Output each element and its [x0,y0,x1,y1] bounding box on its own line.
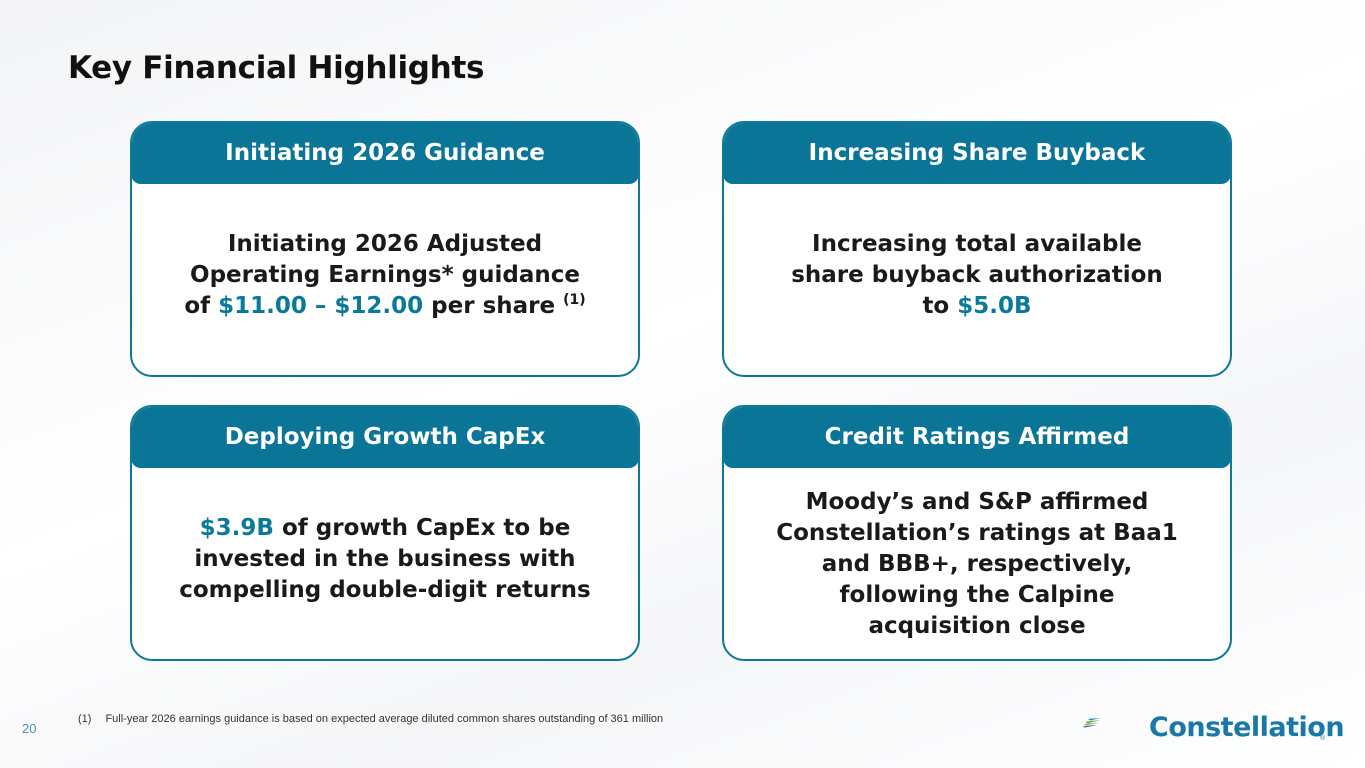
card-credit-ratings: Credit Ratings Affirmed Moody’s and S&P … [722,405,1232,661]
body-text: to [922,292,958,319]
page-title: Key Financial Highlights [68,50,485,86]
constellation-logo-icon [1082,718,1101,728]
body-line: following the Calpine [839,581,1115,608]
card-buyback: Increasing Share Buyback Increasing tota… [722,121,1232,377]
logo-wordmark: Constellation [1149,712,1345,743]
body-line: Initiating 2026 Adjusted [227,230,543,257]
highlight-value: $11.00 – $12.00 [218,292,424,319]
body-text: per share [423,292,564,319]
footnote-ref: (1) [563,291,586,308]
body-line: invested in the business with [194,545,576,572]
card-capex: Deploying Growth CapEx $3.9B of growth C… [130,405,640,661]
card-header: Initiating 2026 Guidance [132,123,638,184]
highlight-value: $3.9B [199,514,274,541]
footnote-text: Full-year 2026 earnings guidance is base… [105,713,664,725]
card-body: Increasing total available share buyback… [724,185,1230,375]
body-line: Increasing total available [812,230,1142,257]
body-line: compelling double-digit returns [179,576,591,603]
card-body: Initiating 2026 Adjusted Operating Earni… [132,185,638,375]
body-line: Moody’s and S&P affirmed [805,488,1149,515]
body-text: of [184,292,219,319]
body-line: share buyback authorization [791,261,1163,288]
footnote: (1) Full-year 2026 earnings guidance is b… [78,713,663,725]
card-body: Moody’s and S&P affirmed Constellation’s… [724,469,1230,659]
body-line: Operating Earnings* guidance [190,261,580,288]
card-header: Deploying Growth CapEx [132,407,638,468]
footnote-number: (1) [78,713,92,725]
body-line: to $5.0B [791,291,1163,322]
card-header: Credit Ratings Affirmed [724,407,1230,468]
body-line: of $11.00 – $12.00 per share (1) [184,291,585,322]
body-text: of growth CapEx to be [273,514,571,541]
highlight-value: $5.0B [957,292,1032,319]
logo-registered-mark: ® [1320,735,1326,742]
card-guidance: Initiating 2026 Guidance Initiating 2026… [130,121,640,377]
body-line: $3.9B of growth CapEx to be [179,513,591,544]
body-line: Constellation’s ratings at Baa1 [776,519,1178,546]
page-number: 20 [22,721,37,736]
body-line: and BBB+, respectively, [821,550,1133,577]
card-body: $3.9B of growth CapEx to be invested in … [132,469,638,659]
card-header: Increasing Share Buyback [724,123,1230,184]
body-line: acquisition close [868,612,1086,639]
